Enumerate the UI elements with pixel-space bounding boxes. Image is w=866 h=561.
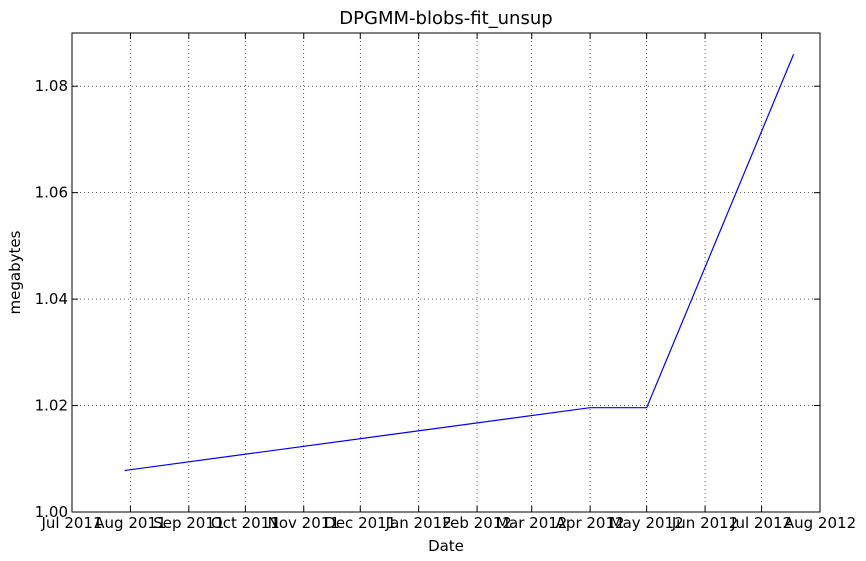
y-tick-label: 1.04 <box>35 290 68 308</box>
x-tick-label: Nov 2011 <box>268 514 340 532</box>
x-tick-label: Jun 2012 <box>671 514 738 532</box>
series-line <box>124 54 795 472</box>
y-tick-label: 1.02 <box>35 397 68 415</box>
x-tick-label: Mar 2012 <box>496 514 567 532</box>
x-tick-label: Apr 2012 <box>556 514 625 532</box>
x-tick-label: Aug 2012 <box>784 514 856 532</box>
plot-frame <box>71 32 821 513</box>
x-tick-label: Dec 2011 <box>324 514 396 532</box>
x-tick-label: Jul 2011 <box>40 514 102 532</box>
grid <box>72 33 820 512</box>
x-axis-label: Date <box>428 537 464 555</box>
y-tick-label: 1.06 <box>35 184 68 202</box>
x-tick-label: Jan 2012 <box>385 514 452 532</box>
x-tick-label: Aug 2011 <box>94 514 166 532</box>
chart-title: DPGMM-blobs-fit_unsup <box>339 8 552 29</box>
x-tick-label: Jul 2012 <box>730 514 792 532</box>
y-tick-label: 1.08 <box>35 77 68 95</box>
y-tick-label: 1.00 <box>35 503 68 521</box>
x-tick-label: Sep 2011 <box>153 514 224 532</box>
y-axis-label: megabytes <box>6 230 24 314</box>
x-tick-label: May 2012 <box>610 514 684 532</box>
series-group <box>124 54 795 472</box>
x-tick-label: Oct 2011 <box>211 514 280 532</box>
x-tick-label: Feb 2012 <box>442 514 512 532</box>
